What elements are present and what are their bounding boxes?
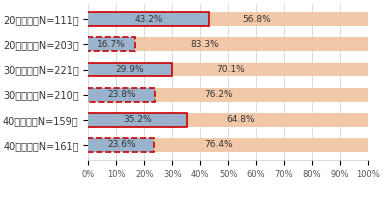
Text: 16.7%: 16.7% bbox=[97, 40, 126, 49]
Bar bbox=[154, 138, 368, 152]
Bar bbox=[87, 88, 155, 102]
Bar bbox=[187, 113, 368, 127]
Bar bbox=[172, 63, 368, 76]
Bar bbox=[88, 138, 154, 152]
Bar bbox=[87, 37, 135, 51]
Text: 56.8%: 56.8% bbox=[242, 15, 271, 24]
Text: 64.8%: 64.8% bbox=[227, 115, 255, 124]
Bar bbox=[88, 63, 172, 76]
Text: 35.2%: 35.2% bbox=[123, 115, 152, 124]
Bar bbox=[87, 12, 209, 26]
Bar bbox=[155, 88, 368, 102]
Text: 43.2%: 43.2% bbox=[134, 15, 163, 24]
Bar bbox=[87, 113, 187, 127]
Bar bbox=[88, 12, 209, 26]
Bar bbox=[88, 88, 155, 102]
Text: 23.6%: 23.6% bbox=[107, 140, 136, 149]
Text: 76.4%: 76.4% bbox=[204, 140, 233, 149]
Text: 76.2%: 76.2% bbox=[205, 90, 233, 99]
Bar bbox=[88, 37, 135, 51]
Text: 83.3%: 83.3% bbox=[190, 40, 219, 49]
Bar bbox=[87, 138, 154, 152]
Bar bbox=[87, 63, 172, 76]
Bar bbox=[88, 113, 187, 127]
Bar bbox=[209, 12, 368, 26]
Bar bbox=[135, 37, 368, 51]
Text: 70.1%: 70.1% bbox=[216, 65, 245, 74]
Text: 23.8%: 23.8% bbox=[107, 90, 136, 99]
Text: 29.9%: 29.9% bbox=[116, 65, 144, 74]
